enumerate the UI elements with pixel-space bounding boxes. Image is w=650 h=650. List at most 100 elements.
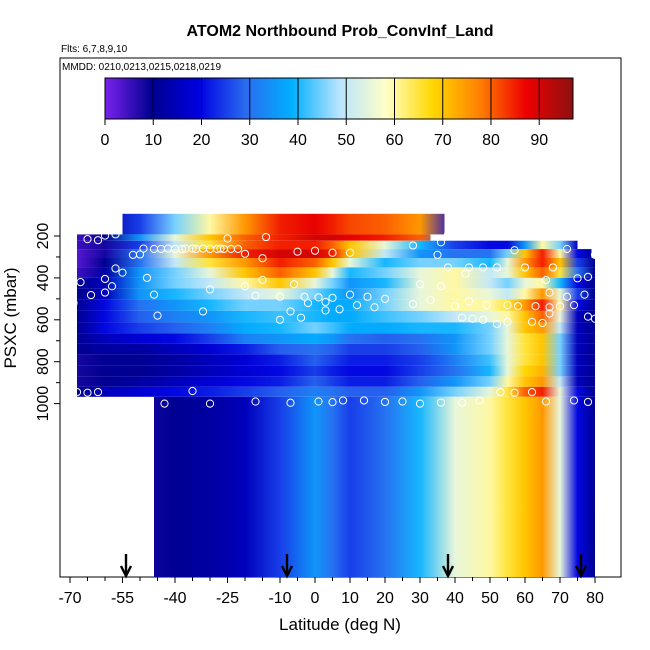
dates-label: MMDD: 0210,0213,0215,0218,0219 — [62, 62, 221, 73]
x-tick-label: 0 — [311, 590, 320, 607]
sample-marker — [142, 273, 152, 282]
y-axis: 200 400 600 800 1000 — [35, 223, 60, 422]
sample-marker — [160, 399, 169, 408]
heatmap-band — [77, 354, 595, 366]
sample-marker — [569, 396, 579, 405]
sample-marker — [93, 387, 103, 397]
sample-marker — [177, 244, 187, 254]
heatmap-band — [77, 288, 595, 300]
y-tick-label: 1000 — [35, 386, 52, 422]
sample-marker — [100, 288, 110, 297]
heatmap-band — [77, 267, 595, 278]
sample-marker — [303, 298, 313, 308]
sample-marker — [328, 248, 337, 257]
colorbar-gradient — [104, 77, 574, 120]
x-tick-label: 40 — [446, 590, 464, 607]
x-axis-label: Latitude (deg N) — [279, 615, 401, 634]
sample-marker — [457, 313, 467, 322]
sample-marker — [408, 241, 418, 250]
sample-marker — [345, 290, 355, 299]
heatmap-band — [77, 249, 592, 258]
sample-marker — [415, 399, 425, 408]
sample-marker — [111, 264, 120, 273]
sample-marker — [464, 263, 474, 272]
sample-marker — [461, 269, 470, 278]
sample-marker — [590, 250, 600, 259]
heatmap-band — [77, 299, 595, 311]
sample-marker — [293, 247, 302, 256]
sample-marker — [86, 290, 96, 300]
sample-marker — [436, 282, 446, 291]
flights-label: Flts: 6,7,8,9,10 — [61, 44, 128, 55]
y-tick-label: 800 — [35, 348, 52, 375]
sample-marker — [328, 398, 337, 407]
x-tick-label: 80 — [586, 590, 604, 607]
sample-marker — [503, 301, 512, 310]
sample-marker — [433, 250, 442, 259]
chart-title: ATOM2 Northbound Prob_ConvInf_Land — [187, 23, 494, 40]
heatmap-band — [77, 343, 595, 355]
colorbar-tick-label: 40 — [289, 132, 307, 149]
sample-marker — [258, 254, 267, 263]
heatmap-band — [122, 213, 445, 235]
sample-marker — [478, 263, 488, 272]
sample-marker — [76, 277, 85, 287]
heatmap-band — [77, 277, 595, 289]
sample-marker — [408, 299, 418, 309]
heatmap-band — [154, 396, 595, 577]
x-tick-label: 60 — [516, 590, 534, 607]
sample-marker — [240, 249, 250, 258]
colorbar-tick-label: 0 — [101, 132, 110, 149]
sample-marker — [541, 397, 551, 406]
colorbar — [104, 77, 574, 120]
sample-marker — [338, 396, 348, 405]
x-tick-label: 10 — [341, 590, 359, 607]
sample-marker — [531, 302, 540, 311]
sample-markers — [69, 230, 600, 408]
colorbar-tick-label: 50 — [337, 132, 355, 149]
sample-marker — [107, 282, 117, 291]
sample-marker — [240, 282, 250, 291]
sample-marker — [562, 292, 572, 301]
sample-marker — [548, 263, 558, 272]
sample-marker — [398, 397, 407, 406]
sample-marker — [111, 230, 120, 239]
sample-marker — [321, 297, 330, 307]
sample-marker — [478, 315, 488, 324]
y-axis-label: PSXC (mbar) — [1, 267, 20, 368]
flight-arrow — [574, 554, 588, 579]
x-tick-label: 70 — [551, 590, 569, 607]
sample-marker — [583, 397, 593, 407]
y-tick-label: 400 — [35, 264, 52, 291]
sample-marker — [496, 387, 505, 397]
colorbar-tick-label: 30 — [241, 132, 259, 149]
sample-marker — [205, 399, 215, 408]
sample-marker — [464, 297, 474, 306]
sample-marker — [118, 268, 127, 277]
heatmap — [77, 213, 595, 577]
x-tick-label: 50 — [481, 590, 499, 607]
sample-marker — [580, 290, 589, 299]
heatmap-band — [77, 322, 595, 334]
sample-marker — [135, 250, 145, 259]
sample-marker — [482, 301, 491, 310]
sample-marker — [216, 244, 225, 253]
sample-marker — [545, 288, 554, 297]
colorbar-tick-label: 60 — [386, 132, 404, 149]
flight-arrow — [280, 554, 294, 579]
sample-marker — [100, 231, 110, 240]
sample-marker — [363, 292, 372, 301]
sample-marker — [569, 301, 579, 310]
sample-marker — [527, 387, 537, 397]
flight-arrow — [119, 554, 133, 579]
sample-marker — [251, 291, 260, 300]
sample-marker — [541, 275, 551, 285]
sample-marker — [475, 396, 484, 405]
sample-marker — [286, 307, 295, 316]
sample-marker — [562, 244, 572, 254]
x-tick-label: -10 — [268, 590, 291, 607]
sample-marker — [538, 318, 547, 328]
sample-marker — [328, 293, 337, 302]
sample-marker — [513, 302, 523, 311]
